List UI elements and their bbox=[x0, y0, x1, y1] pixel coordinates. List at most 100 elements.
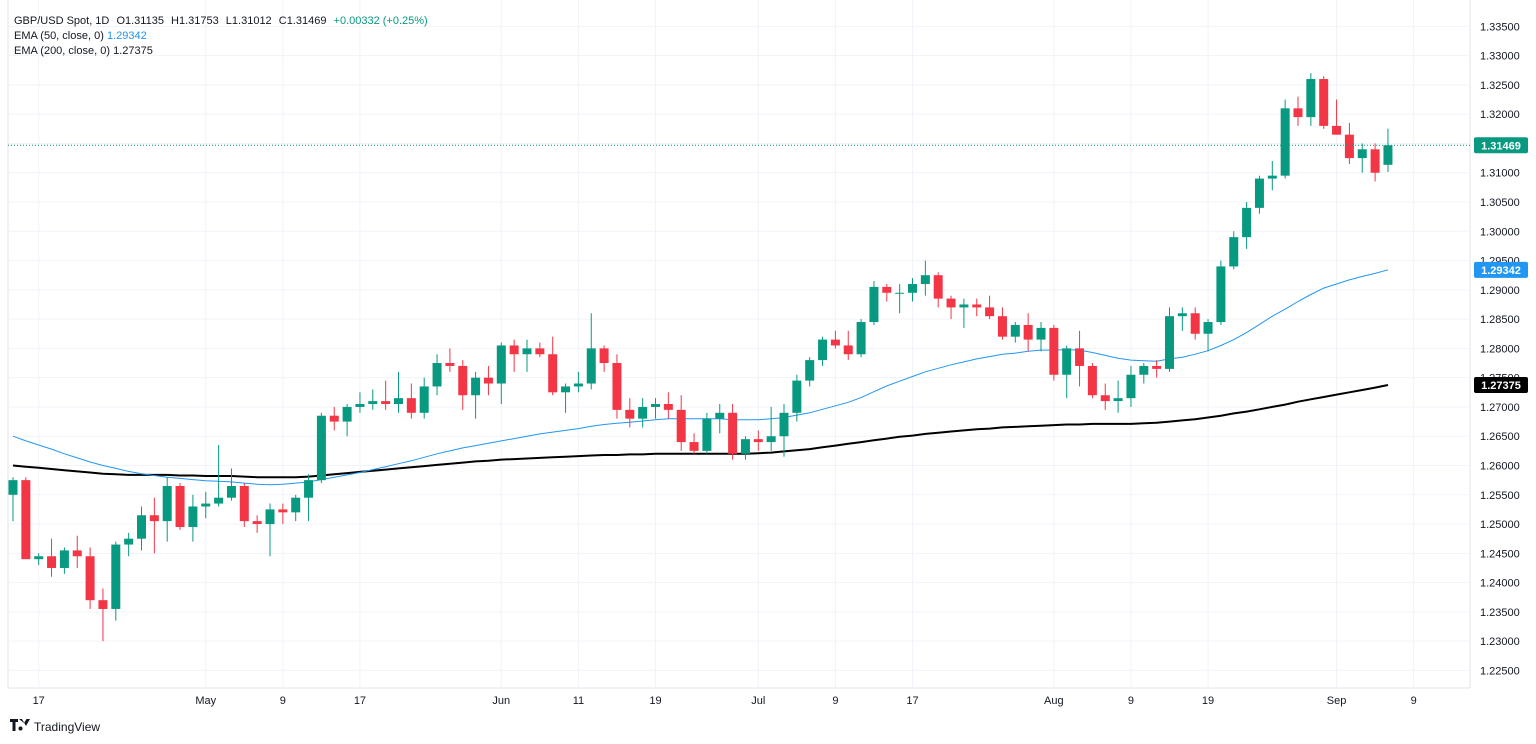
candle-body bbox=[1049, 327, 1059, 375]
candle-body bbox=[1062, 348, 1072, 375]
candle bbox=[1062, 345, 1072, 399]
time-tick-label: Jul bbox=[751, 695, 765, 707]
chart-grid bbox=[7, 0, 1471, 689]
candle bbox=[573, 371, 583, 393]
open-value: O1.31135 bbox=[116, 15, 164, 27]
candle-body bbox=[1165, 316, 1174, 369]
candle-body bbox=[548, 354, 558, 393]
candle-body bbox=[201, 503, 211, 507]
candle-body bbox=[1267, 175, 1277, 179]
low-value: L1.31012 bbox=[225, 15, 272, 27]
candle-body bbox=[1152, 365, 1162, 369]
price-tick-label: 1.23500 bbox=[1480, 607, 1520, 619]
candle bbox=[1242, 202, 1252, 249]
candle-body bbox=[162, 485, 172, 522]
candle-body bbox=[1203, 322, 1213, 334]
candle-body bbox=[663, 404, 673, 410]
candle bbox=[1152, 360, 1162, 378]
price-tick-label: 1.25000 bbox=[1480, 519, 1520, 531]
candle bbox=[1100, 383, 1110, 410]
candle bbox=[586, 313, 596, 390]
time-axis[interactable]: 17 May 9 17 Jun 11 19 Jul 9 17 Aug 9 19 Sep 9 bbox=[33, 695, 1417, 707]
candle bbox=[1049, 324, 1059, 381]
candle bbox=[1370, 143, 1380, 182]
tradingview-logo-icon bbox=[10, 719, 30, 734]
candle-body bbox=[830, 339, 840, 346]
candle-body bbox=[920, 275, 930, 284]
ohlc-row: GBP/USD Spot, 1D O1.31135 H1.31753 L1.31… bbox=[14, 14, 432, 29]
candle bbox=[805, 357, 815, 387]
tradingview-brand[interactable]: TradingView bbox=[10, 719, 100, 734]
candle-body bbox=[1036, 327, 1046, 340]
candle bbox=[21, 477, 31, 560]
candle bbox=[381, 380, 391, 410]
candle-body bbox=[625, 409, 635, 419]
candle bbox=[561, 383, 571, 413]
candle bbox=[676, 395, 686, 451]
candle-body bbox=[72, 550, 82, 557]
candle bbox=[997, 307, 1007, 340]
candle bbox=[1036, 322, 1046, 352]
candle-body bbox=[1087, 365, 1097, 396]
chart-legend: GBP/USD Spot, 1D O1.31135 H1.31753 L1.31… bbox=[14, 14, 432, 59]
candle bbox=[419, 377, 429, 419]
candle bbox=[162, 477, 172, 542]
candle-body bbox=[946, 298, 956, 308]
time-tick-label: Sep bbox=[1327, 695, 1347, 707]
candle-body bbox=[869, 286, 879, 323]
candle-body bbox=[124, 538, 134, 545]
candle bbox=[329, 406, 339, 431]
candle-body bbox=[458, 365, 468, 396]
candle-body bbox=[1383, 145, 1393, 165]
candle bbox=[239, 483, 249, 527]
price-tick-label: 1.28500 bbox=[1480, 314, 1520, 326]
ema200-legend-row[interactable]: EMA (200, close, 0) 1.27375 bbox=[14, 44, 432, 59]
time-tick-label: 9 bbox=[280, 695, 286, 707]
candle-body bbox=[239, 485, 249, 522]
candle bbox=[445, 348, 455, 372]
price-tick-label: 1.33500 bbox=[1480, 21, 1520, 33]
candle bbox=[651, 398, 660, 419]
candle-body bbox=[599, 348, 609, 364]
ema50-value: 1.29342 bbox=[106, 30, 147, 42]
candle-body bbox=[419, 386, 429, 413]
candle-body bbox=[226, 485, 236, 498]
price-tick-label: 1.24000 bbox=[1480, 578, 1520, 590]
symbol-label[interactable]: GBP/USD Spot, 1D bbox=[14, 15, 110, 27]
time-tick-label: 17 bbox=[354, 695, 366, 707]
candle-body bbox=[586, 348, 596, 384]
candle-body bbox=[214, 497, 224, 504]
ema200-line bbox=[12, 384, 1389, 479]
candle-body bbox=[342, 406, 352, 422]
candle bbox=[1023, 313, 1033, 352]
ema200-label: EMA (200, close, 0) bbox=[14, 45, 110, 57]
candle bbox=[1203, 319, 1213, 352]
price-axis[interactable]: 1.22500 1.23000 1.23500 1.24000 1.24500 1.250… bbox=[1474, 21, 1528, 677]
candle-body bbox=[175, 485, 185, 527]
time-tick-label: 17 bbox=[33, 695, 45, 707]
ema50-legend-row[interactable]: EMA (50, close, 0) 1.29342 bbox=[14, 29, 432, 44]
candle-body bbox=[740, 439, 750, 454]
candle bbox=[972, 298, 982, 317]
candle-body bbox=[1075, 348, 1085, 366]
candle-body bbox=[792, 380, 802, 413]
candle-body bbox=[535, 348, 545, 355]
candle bbox=[265, 503, 275, 557]
candle bbox=[728, 404, 738, 460]
candle bbox=[483, 365, 493, 396]
candle bbox=[1113, 380, 1123, 413]
candle bbox=[214, 445, 224, 507]
price-tick-label: 1.25500 bbox=[1480, 490, 1520, 502]
candle-body bbox=[355, 404, 365, 407]
candle-body bbox=[59, 550, 69, 568]
candle bbox=[1139, 363, 1149, 384]
candle-body bbox=[779, 412, 789, 437]
candle-body bbox=[188, 506, 198, 527]
candle-body bbox=[111, 544, 121, 609]
candle bbox=[291, 494, 301, 522]
candle bbox=[599, 345, 609, 372]
candle bbox=[882, 283, 892, 302]
price-tick-label: 1.33000 bbox=[1480, 51, 1520, 63]
candle-body bbox=[1254, 178, 1264, 208]
